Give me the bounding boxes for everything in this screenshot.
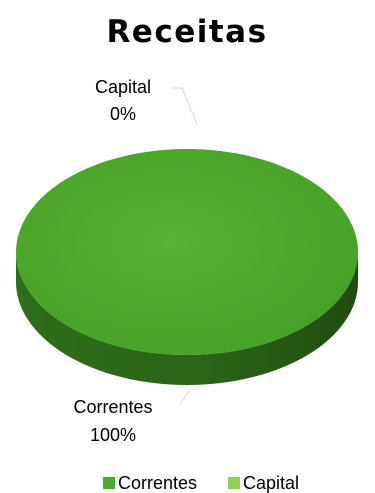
pie-slice-correntes-side <box>16 252 358 385</box>
data-label-correntes-name: Correntes <box>73 397 152 417</box>
chart-title: Receitas <box>106 14 267 50</box>
leader-line-capital <box>172 87 198 125</box>
pie-slice-correntes-top <box>16 149 358 355</box>
data-label-capital-pct: 0% <box>110 104 136 124</box>
legend-label-capital: Capital <box>243 473 299 493</box>
data-label-capital-name: Capital <box>95 77 151 97</box>
legend-swatch-correntes <box>103 477 115 489</box>
legend-item-correntes[interactable]: Correntes <box>103 473 197 493</box>
legend-label-correntes: Correntes <box>118 473 197 493</box>
pie-slice-correntes[interactable] <box>16 149 358 385</box>
legend-item-capital[interactable]: Capital <box>228 473 299 493</box>
leader-line-correntes <box>179 389 191 405</box>
legend-swatch-capital <box>228 477 240 489</box>
data-label-correntes-pct: 100% <box>90 425 136 445</box>
legend: Correntes Capital <box>103 473 299 493</box>
